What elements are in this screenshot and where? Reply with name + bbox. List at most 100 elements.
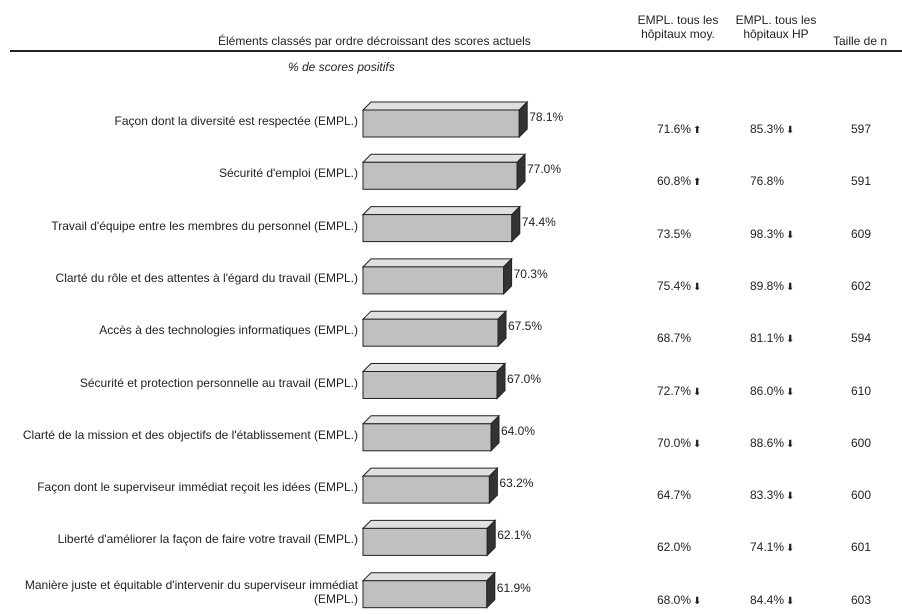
category-label: Clarté de la mission et des objectifs de… xyxy=(22,427,358,442)
header-divider xyxy=(10,50,902,52)
arrow-down-icon: ⬇ xyxy=(786,438,795,450)
all-hospitals-avg-value: 70.0% ⬇ xyxy=(657,435,702,450)
all-hospitals-avg-header: EMPL. tous les hôpitaux moy. xyxy=(637,13,719,41)
bar-top-face xyxy=(361,258,513,268)
category-label: Sécurité et protection personnelle au tr… xyxy=(79,375,358,390)
bar-top-face xyxy=(361,101,529,111)
arrow-down-icon: ⬇ xyxy=(786,125,795,136)
category-label: Travail d'équipe entre les membres du pe… xyxy=(51,218,358,233)
sample-size-value: 600 xyxy=(851,435,872,450)
all-hospitals-hp-value: 88.6% ⬇ xyxy=(750,435,795,450)
arrow-down-icon: ⬇ xyxy=(786,491,795,503)
arrow-down-icon: ⬇ xyxy=(786,229,795,241)
bar-side-face xyxy=(497,309,507,348)
arrow-down-icon: ⬇ xyxy=(786,281,795,293)
bar-value-label: 63.2% xyxy=(499,476,534,491)
all-hospitals-hp-value: 74.1% ⬇ xyxy=(750,540,795,555)
bar-top-face xyxy=(361,310,508,320)
sample-size-value: 610 xyxy=(851,383,872,398)
bar xyxy=(362,580,488,609)
bar xyxy=(362,423,492,452)
sample-size-value: 603 xyxy=(851,592,872,607)
category-label: Accès à des technologies informatiques (… xyxy=(99,323,358,338)
bar-top-face xyxy=(361,363,507,372)
bar xyxy=(362,371,498,399)
bar-value-label: 64.0% xyxy=(501,423,536,438)
arrow-down-icon: ⬇ xyxy=(786,543,795,555)
arrow-up-icon: ⬆ xyxy=(693,177,702,189)
bar xyxy=(362,214,513,243)
bar-value-label: 78.1% xyxy=(529,110,564,124)
category-label: Façon dont le superviseur immédiat reçoi… xyxy=(37,480,358,495)
bar-value-label: 62.1% xyxy=(497,528,532,543)
bar-top-face xyxy=(361,415,501,425)
all-hospitals-hp-value: 86.0% ⬇ xyxy=(750,383,795,398)
bar-value-label: 77.0% xyxy=(527,162,562,177)
chart-subtitle: % de scores positifs xyxy=(288,60,395,74)
arrow-down-icon: ⬇ xyxy=(693,438,702,450)
arrow-up-icon: ⬆ xyxy=(693,125,702,136)
arrow-down-icon: ⬇ xyxy=(693,595,702,607)
all-hospitals-avg-value: 60.8% ⬆ xyxy=(657,174,702,189)
category-label: Façon dont la diversité est respectée (E… xyxy=(114,114,358,128)
bar-value-label: 61.9% xyxy=(496,580,531,595)
sample-size-value: 609 xyxy=(851,226,872,241)
all-hospitals-avg-value: 68.0% ⬇ xyxy=(657,592,702,607)
all-hospitals-hp-value: 98.3% ⬇ xyxy=(750,226,795,241)
all-hospitals-hp-value: 84.4% ⬇ xyxy=(750,592,795,607)
sample-size-value: 591 xyxy=(851,174,872,189)
arrow-down-icon: ⬇ xyxy=(786,386,795,398)
bar-side-face xyxy=(488,466,498,505)
arrow-down-icon: ⬇ xyxy=(786,334,795,346)
bar-top-face xyxy=(361,206,522,216)
bar-side-face xyxy=(518,100,528,139)
bar-value-label: 70.3% xyxy=(513,266,548,281)
bar-top-face xyxy=(361,519,497,529)
bar-side-face xyxy=(503,257,513,296)
category-label: Liberté d'améliorer la façon de faire vo… xyxy=(57,532,358,547)
all-hospitals-avg-value: 64.7% xyxy=(657,488,692,503)
bar-side-face xyxy=(486,519,496,557)
bar-value-label: 74.4% xyxy=(521,214,556,229)
bar-top-face xyxy=(361,572,497,582)
all-hospitals-avg-value: 71.6% ⬆ xyxy=(657,122,702,136)
all-hospitals-hp-value: 89.8% ⬇ xyxy=(750,278,795,293)
all-hospitals-hp-header: EMPL. tous les hôpitaux HP xyxy=(735,13,817,41)
bar-side-face xyxy=(490,414,500,453)
all-hospitals-hp-value: 76.8% xyxy=(750,174,785,189)
all-hospitals-hp-value: 85.3% ⬇ xyxy=(750,122,795,136)
bar-value-label: 67.5% xyxy=(508,319,543,334)
all-hospitals-avg-value: 72.7% ⬇ xyxy=(657,383,702,398)
bar-top-face xyxy=(361,153,527,163)
all-hospitals-avg-value: 73.5% xyxy=(657,226,692,241)
bar xyxy=(362,161,518,190)
sample-size-value: 600 xyxy=(851,488,872,503)
sample-size-header: Taille de n xyxy=(833,34,888,48)
bar-side-face xyxy=(511,205,521,243)
category-label: Sécurité d'emploi (EMPL.) xyxy=(218,166,358,181)
arrow-down-icon: ⬇ xyxy=(693,386,702,398)
arrow-down-icon: ⬇ xyxy=(786,595,795,607)
arrow-down-icon: ⬇ xyxy=(693,281,702,293)
bar-top-face xyxy=(361,467,499,477)
bar-side-face xyxy=(516,153,526,191)
category-label: Clarté du rôle et des attentes à l'égard… xyxy=(55,270,358,285)
bar xyxy=(362,318,499,347)
all-hospitals-avg-value: 75.4% ⬇ xyxy=(657,278,702,293)
bar-side-face xyxy=(486,571,496,609)
sample-size-value: 594 xyxy=(851,331,872,346)
all-hospitals-avg-value: 68.7% xyxy=(657,331,692,346)
bar-value-label: 67.0% xyxy=(507,371,542,386)
items-column-header: Éléments classés par ordre décroissant d… xyxy=(218,34,531,48)
all-hospitals-hp-value: 81.1% ⬇ xyxy=(750,331,795,346)
sample-size-value: 601 xyxy=(851,540,872,555)
bar xyxy=(362,475,490,504)
all-hospitals-hp-value: 83.3% ⬇ xyxy=(750,488,795,503)
sample-size-value: 602 xyxy=(851,278,872,293)
bar xyxy=(362,266,505,295)
bar xyxy=(362,527,488,556)
bar-side-face xyxy=(496,362,506,400)
category-label: Manière juste et équitable d'intervenir … xyxy=(24,577,358,606)
all-hospitals-avg-value: 62.0% xyxy=(657,540,692,555)
